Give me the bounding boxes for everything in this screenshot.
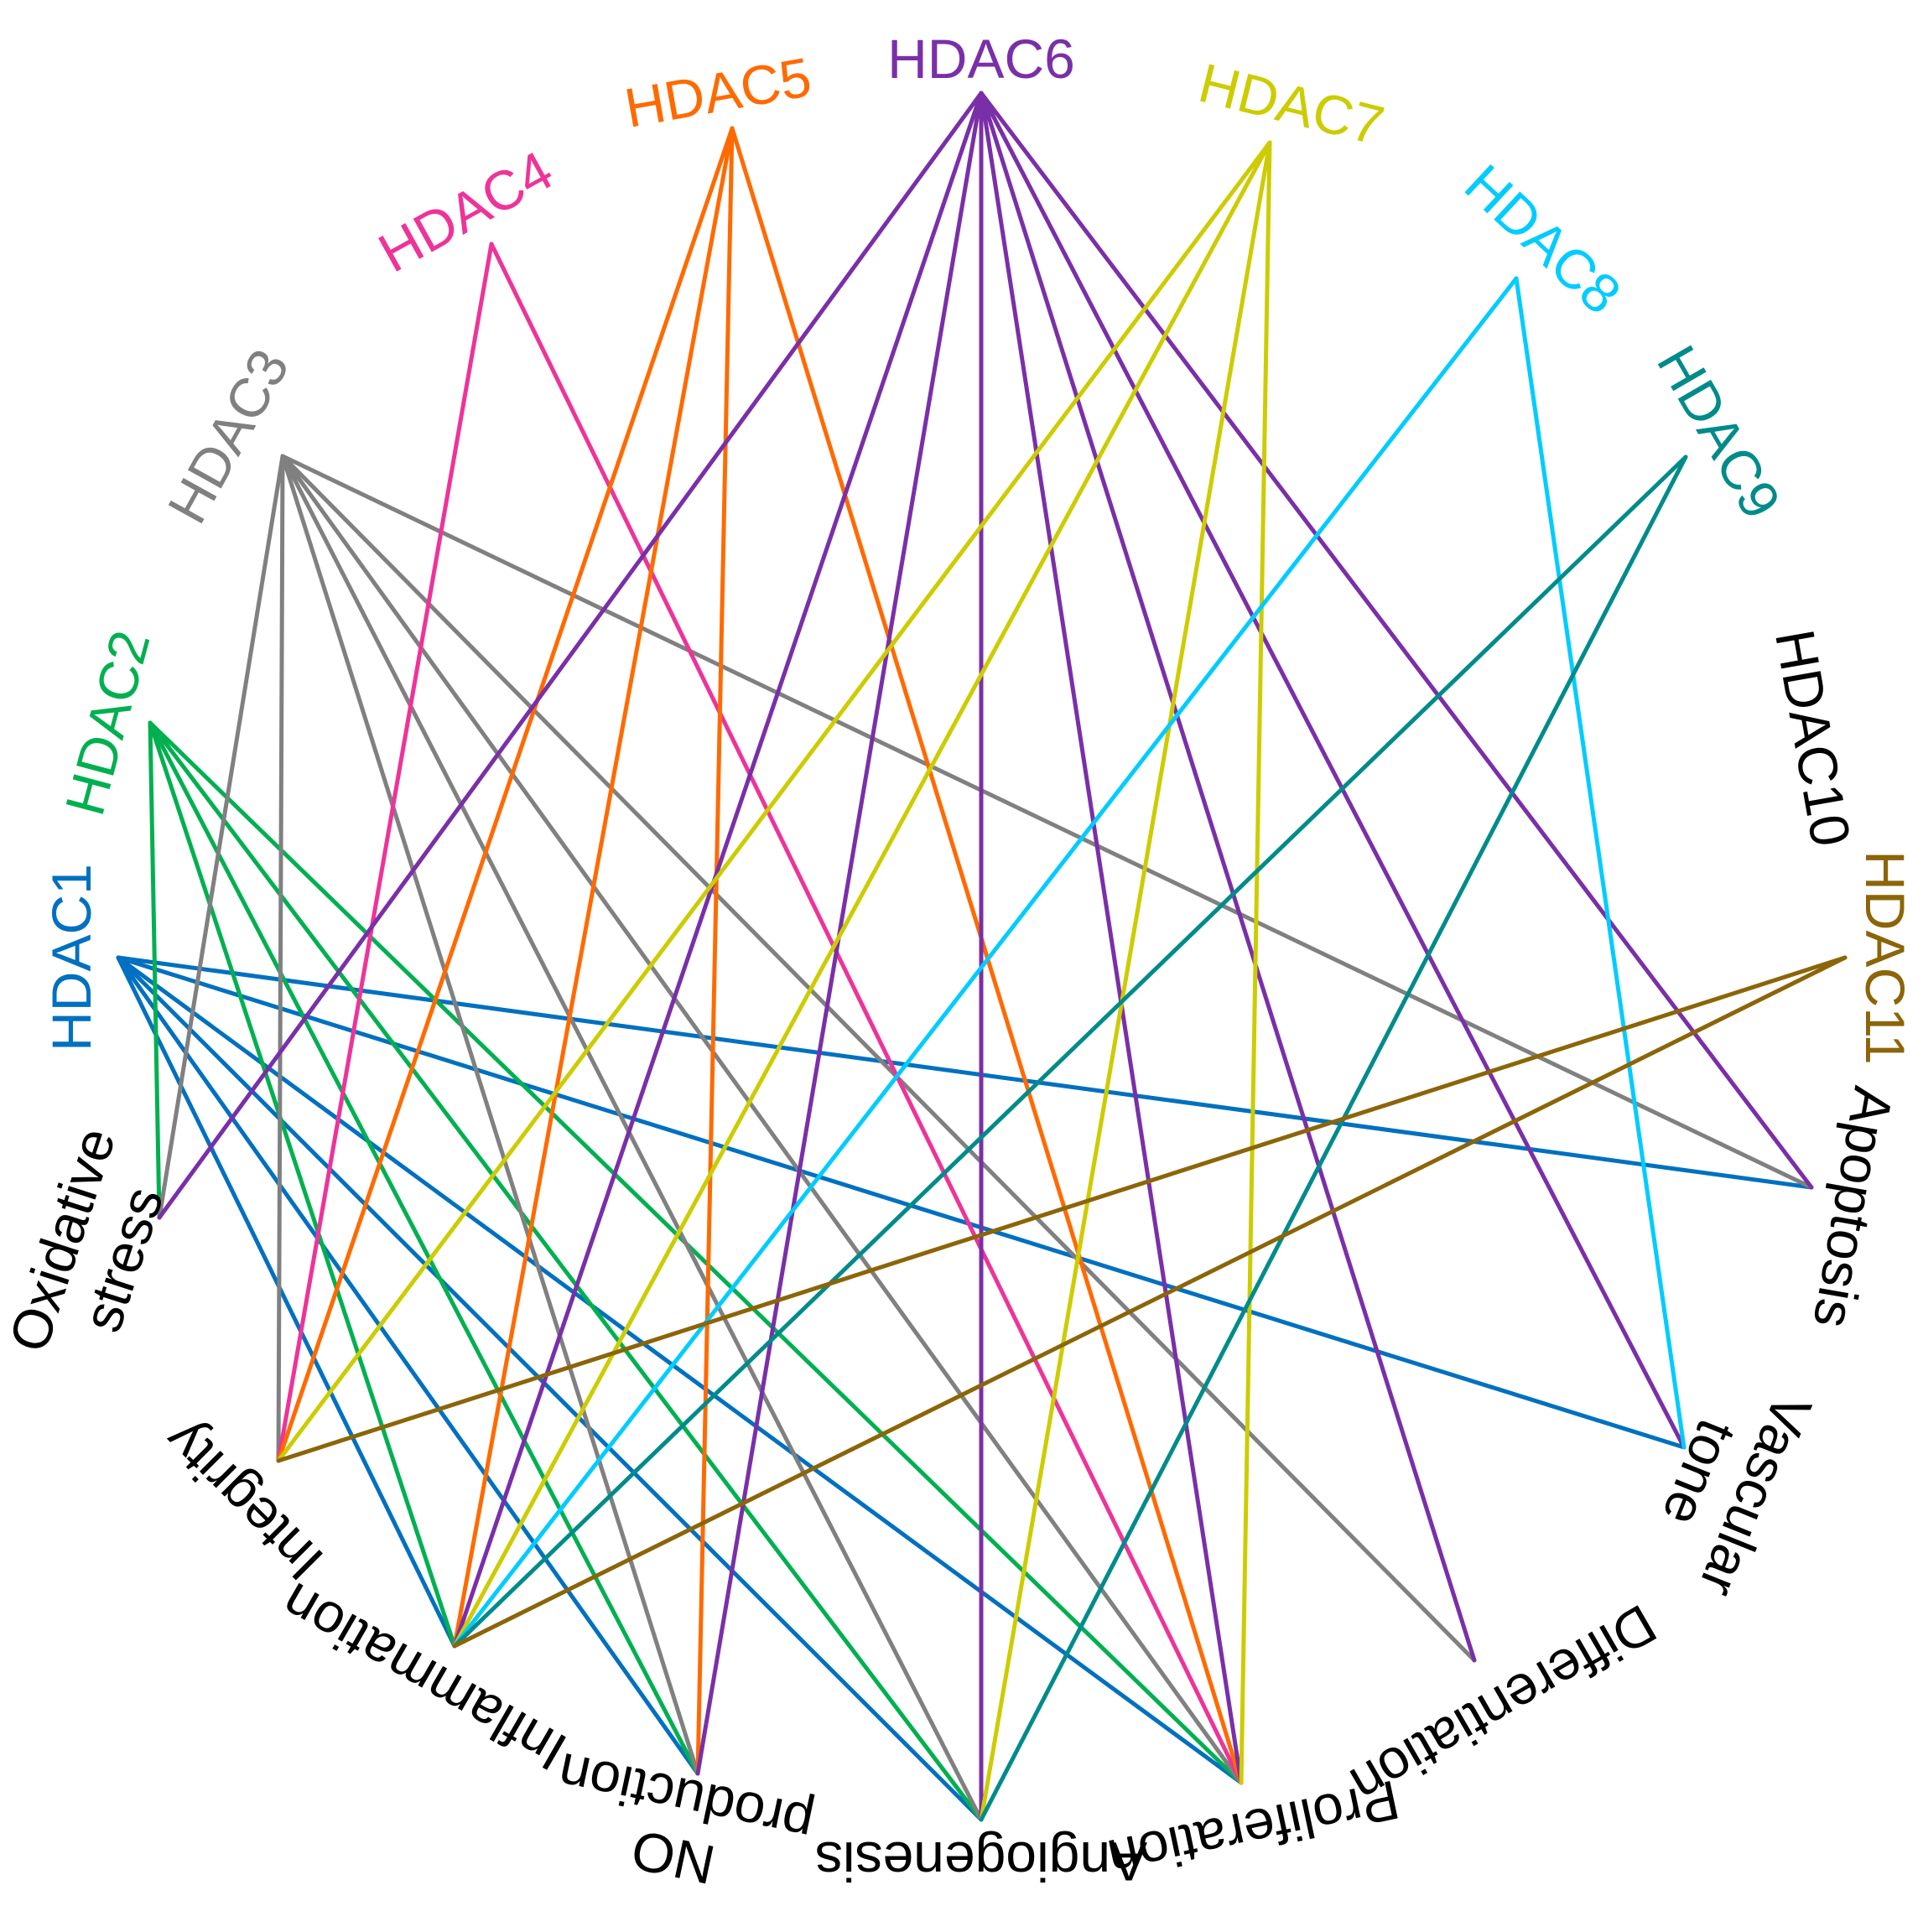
function-label-angiogenesis-line-0: Angiogenesis	[815, 1831, 1147, 1893]
edge-hdac2-inflammation	[148, 720, 457, 1649]
edge-hdac3-proliferation	[280, 454, 1244, 1785]
edge-hdac2-proliferation	[148, 720, 1244, 1785]
edge-hdac3-no	[280, 454, 700, 1776]
edge-hdac3-differentiation	[280, 454, 1477, 1663]
edge-hdac9-angiogenesis	[979, 454, 1688, 1822]
edge-hdac1-angiogenesis	[116, 955, 984, 1822]
edge-hdac6-differentiation	[979, 91, 1477, 1663]
edge-hdac8-vascular	[1514, 276, 1687, 1450]
node-label-hdac4: HDAC4	[368, 138, 563, 283]
label-layer: HDAC1 HDAC2 HDAC3 HDAC4 HDAC5 HDAC6 HDAC7 HDAC8…	[0, 28, 1916, 1897]
node-label-hdac5: HDAC5	[620, 45, 815, 139]
edge-hdac11-integrity	[276, 955, 1848, 1463]
node-label-hdac7: HDAC7	[1193, 51, 1390, 157]
edge-hdac6-inflammation	[452, 91, 984, 1649]
edge-hdac6-oxidative	[157, 91, 984, 1220]
edge-hdac5-no	[695, 126, 735, 1776]
edge-hdac2-oxidative	[148, 720, 162, 1220]
node-label-hdac2: HDAC2	[53, 624, 161, 821]
edge-hdac5-inflammation	[452, 126, 735, 1649]
node-label-hdac3: HDAC3	[155, 339, 300, 533]
function-label-differentiation: Differentiation	[1341, 1592, 1667, 1816]
edge-hdac4-integrity	[276, 242, 494, 1463]
edge-hdac7-integrity	[276, 140, 1272, 1463]
edge-hdac8-inflammation	[452, 276, 1519, 1649]
edge-hdac1-vascular	[116, 955, 1687, 1450]
function-label-inflammation: Inflammation	[271, 1571, 576, 1784]
edge-hdac6-apoptosis	[979, 91, 1814, 1190]
edge-hdac1-proliferation	[116, 955, 1244, 1785]
node-label-hdac6: HDAC6	[887, 28, 1075, 90]
function-label-integrity-line-0: Integrity	[152, 1410, 335, 1592]
node-label-hdac10: HDAC10	[1764, 625, 1863, 850]
edge-hdac3-oxidative	[157, 454, 285, 1220]
edge-hdac6-vascular	[979, 91, 1687, 1450]
node-label-hdac11: HDAC11	[1854, 850, 1916, 1065]
function-label-angiogenesis: Angiogenesis	[815, 1831, 1147, 1893]
edge-hdac1-inflammation	[116, 955, 457, 1649]
edge-hdac5-integrity	[276, 126, 735, 1463]
function-label-apoptosis: Apoptosis	[1801, 1083, 1905, 1332]
edge-hdac7-inflammation	[452, 140, 1272, 1649]
function-label-integrity: Integrity	[152, 1410, 335, 1592]
edge-hdac1-no	[116, 955, 700, 1776]
edge-hdac5-proliferation	[730, 126, 1244, 1785]
edge-hdac7-angiogenesis	[979, 140, 1272, 1822]
node-label-hdac8: HDAC8	[1453, 153, 1633, 326]
function-label-inflammation-line-0: Inflammation	[271, 1571, 576, 1784]
node-label-hdac9: HDAC9	[1645, 335, 1793, 529]
edge-hdac7-proliferation	[1239, 140, 1272, 1785]
edge-hdac9-inflammation	[452, 454, 1688, 1649]
node-label-hdac1: HDAC1	[40, 864, 102, 1052]
edge-hdac3-angiogenesis	[280, 454, 984, 1822]
function-label-apoptosis-line-0: Apoptosis	[1801, 1083, 1905, 1332]
edge-hdac2-no	[148, 720, 700, 1776]
edge-layer	[116, 91, 1848, 1822]
function-label-differentiation-line-0: Differentiation	[1341, 1592, 1667, 1816]
edge-hdac3-apoptosis	[280, 454, 1814, 1190]
edge-hdac6-proliferation	[979, 91, 1244, 1785]
edge-hdac11-inflammation	[452, 955, 1848, 1649]
edge-hdac4-proliferation	[489, 242, 1244, 1785]
edge-hdac2-angiogenesis	[148, 720, 984, 1822]
edge-hdac3-integrity	[276, 454, 285, 1463]
